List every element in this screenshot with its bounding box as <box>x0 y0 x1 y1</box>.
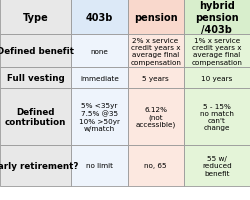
Bar <box>184 35 250 68</box>
Text: 5 years: 5 years <box>142 76 169 81</box>
Text: no, 65: no, 65 <box>144 163 167 168</box>
Bar <box>0 68 71 89</box>
Text: 10 years: 10 years <box>201 76 232 81</box>
Text: Defined
contribution: Defined contribution <box>5 107 66 127</box>
Text: 55 w/
reduced
benefit: 55 w/ reduced benefit <box>202 155 232 176</box>
Text: hybrid
pension
/403b: hybrid pension /403b <box>195 1 239 34</box>
Text: Full vesting: Full vesting <box>7 74 64 83</box>
Text: no limit: no limit <box>86 163 113 168</box>
Bar <box>71 0 128 35</box>
Text: Defined benefit: Defined benefit <box>0 47 74 56</box>
Bar <box>71 89 128 145</box>
Bar <box>128 35 184 68</box>
Bar <box>0 0 71 35</box>
Bar <box>184 68 250 89</box>
Text: immediate: immediate <box>80 76 119 81</box>
Text: 1% x service
credit years x
average final
compensation: 1% x service credit years x average fina… <box>192 38 242 65</box>
Bar <box>184 89 250 145</box>
Bar <box>71 145 128 186</box>
Text: 403b: 403b <box>86 13 113 22</box>
Text: 6.12%
(not
accessible): 6.12% (not accessible) <box>136 106 176 128</box>
Text: 5% <35yr
7.5% @35
10% >50yr
w/match: 5% <35yr 7.5% @35 10% >50yr w/match <box>79 103 120 131</box>
Text: Early retirement?: Early retirement? <box>0 161 79 170</box>
Text: Type: Type <box>23 13 48 22</box>
Bar <box>0 89 71 145</box>
Bar <box>71 35 128 68</box>
Text: none: none <box>90 49 108 54</box>
Bar <box>128 145 184 186</box>
Text: 2% x service
credit years x
average final
compensation: 2% x service credit years x average fina… <box>130 38 181 65</box>
Bar <box>184 0 250 35</box>
Bar <box>184 145 250 186</box>
Bar <box>71 68 128 89</box>
Text: pension: pension <box>134 13 178 22</box>
Bar <box>128 89 184 145</box>
Bar <box>128 0 184 35</box>
Text: 5 - 15%
no match
can't
change: 5 - 15% no match can't change <box>200 103 234 131</box>
Bar <box>128 68 184 89</box>
Bar <box>0 145 71 186</box>
Bar <box>0 35 71 68</box>
